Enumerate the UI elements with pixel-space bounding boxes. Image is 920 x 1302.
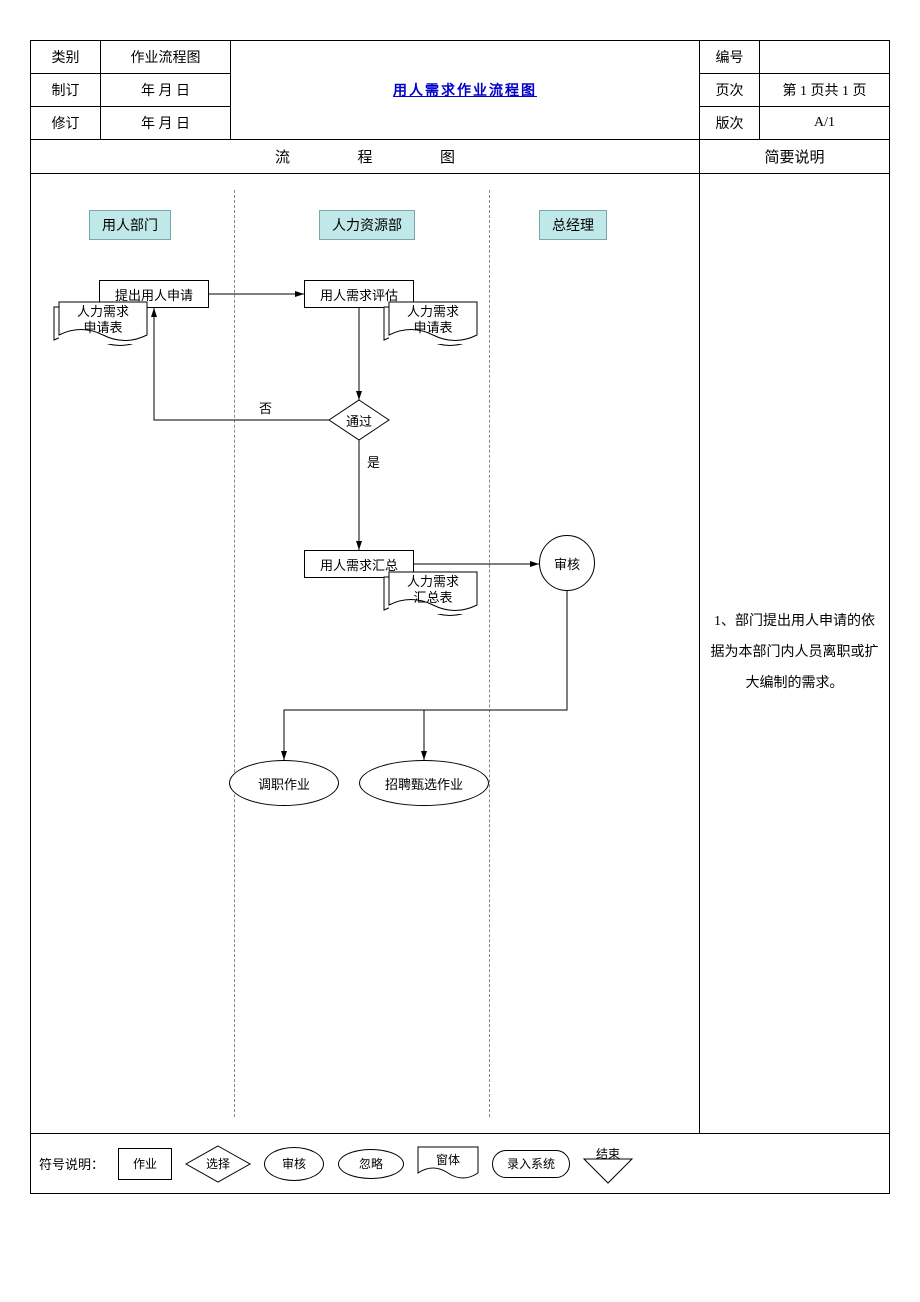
node-transfer-process: 调职作业 [229, 760, 339, 806]
legend-item-triangle: 结束 [584, 1145, 632, 1183]
section-header: 流 程 图 简要说明 [31, 140, 890, 174]
legend-title: 符号说明： [39, 1154, 104, 1173]
page-title: 用人需求作业流程图 [231, 41, 700, 140]
flowchart-canvas: 用人部门 人力资源部 总经理 提出用人申请 [31, 174, 700, 1134]
hdr-right-value: 第 1 页共 1 页 [760, 74, 890, 107]
legend-row: 符号说明： 作业 选择 审核 忽略 窗体 [31, 1134, 890, 1194]
hdr-right-label: 编号 [700, 41, 760, 74]
doc-label: 人力需求申请表 [389, 304, 477, 335]
legend-cell: 符号说明： 作业 选择 审核 忽略 窗体 [31, 1134, 890, 1194]
edge-label-no: 否 [259, 398, 272, 417]
hdr-value: 年 月 日 [101, 74, 231, 107]
header-row-1: 类别 作业流程图 用人需求作业流程图 编号 [31, 41, 890, 74]
node-review: 审核 [539, 535, 595, 591]
hdr-right-value [760, 41, 890, 74]
node-decision-pass: 通过 [329, 400, 389, 440]
hdr-right-value: A/1 [760, 107, 890, 140]
doc-label: 人力需求汇总表 [389, 574, 477, 605]
document-frame: 类别 作业流程图 用人需求作业流程图 编号 制订 年 月 日 页次 第 1 页共… [30, 40, 890, 1194]
node-doc-summary-form: 人力需求汇总表 [389, 572, 477, 614]
edge-label-yes: 是 [367, 452, 380, 471]
hdr-right-label: 版次 [700, 107, 760, 140]
flow-header: 流 程 图 [31, 140, 700, 174]
hdr-label: 类别 [31, 41, 101, 74]
legend-item-circle: 审核 [264, 1147, 324, 1181]
hdr-value: 作业流程图 [101, 41, 231, 74]
legend-item-diamond: 选择 [186, 1146, 250, 1182]
hdr-right-label: 页次 [700, 74, 760, 107]
node-doc-request-form-2: 人力需求申请表 [389, 302, 477, 344]
legend-item-rect: 作业 [118, 1148, 172, 1180]
decision-label: 通过 [329, 400, 389, 440]
note-header: 简要说明 [700, 140, 890, 174]
doc-label: 人力需求申请表 [59, 304, 147, 335]
legend-item-roundrect: 录入系统 [492, 1150, 570, 1178]
node-doc-request-form-1: 人力需求申请表 [59, 302, 147, 344]
legend-container: 符号说明： 作业 选择 审核 忽略 窗体 [39, 1145, 881, 1183]
hdr-value: 年 月 日 [101, 107, 231, 140]
legend-item-ellipse: 忽略 [338, 1149, 404, 1179]
node-recruit-process: 招聘甄选作业 [359, 760, 489, 806]
main-row: 用人部门 人力资源部 总经理 提出用人申请 [31, 174, 890, 1134]
hdr-label: 制订 [31, 74, 101, 107]
legend-item-form: 窗体 [418, 1147, 478, 1181]
side-note: 1、部门提出用人申请的依据为本部门内人员离职或扩大编制的需求。 [700, 174, 890, 1134]
hdr-label: 修订 [31, 107, 101, 140]
